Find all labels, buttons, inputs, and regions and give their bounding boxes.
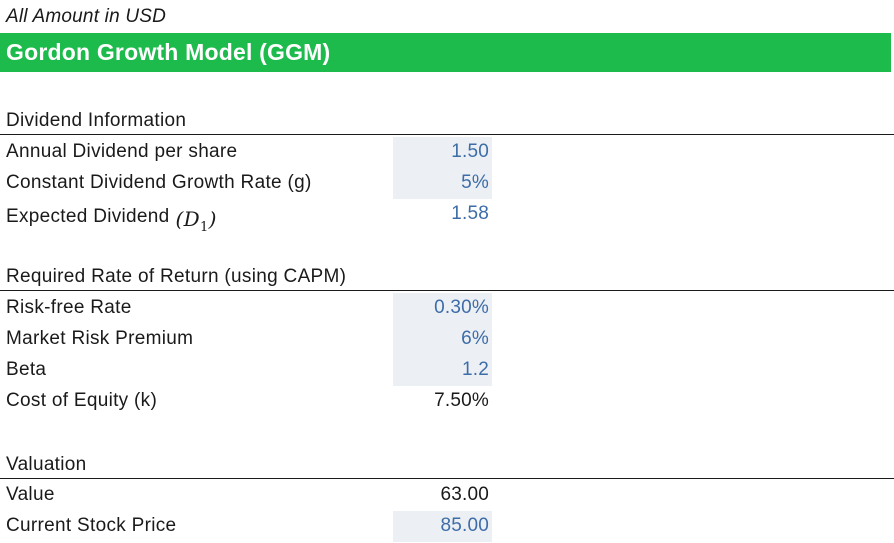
input-cell-annual-dividend[interactable]: 1.50 bbox=[393, 137, 492, 168]
cell-value: 0.30% bbox=[434, 297, 489, 318]
cell-value: 1.50 bbox=[451, 141, 489, 162]
cell-value: 63.00 bbox=[440, 484, 489, 505]
row-label: Cost of Equity (k) bbox=[6, 390, 158, 411]
section-heading-required-return: Required Rate of Return (using CAPM) bbox=[6, 266, 347, 287]
row-label: Annual Dividend per share bbox=[6, 141, 238, 162]
row-cost-of-equity: Cost of Equity (k) 7.50% bbox=[0, 386, 894, 417]
row-value: Value 63.00 bbox=[0, 480, 894, 511]
row-label: Risk-free Rate bbox=[6, 297, 132, 318]
row-label: Current Stock Price bbox=[6, 515, 177, 536]
math-open: ( bbox=[175, 207, 184, 231]
cell-value: 85.00 bbox=[440, 515, 489, 536]
row-growth-rate: Constant Dividend Growth Rate (g) 5% bbox=[0, 168, 894, 199]
row-risk-free-rate: Risk-free Rate 0.30% bbox=[0, 293, 894, 324]
row-label: Value bbox=[6, 484, 55, 505]
section-divider-valuation bbox=[0, 478, 894, 479]
row-expected-dividend: Expected Dividend (D1) 1.58 bbox=[0, 199, 894, 235]
row-annual-dividend: Annual Dividend per share 1.50 bbox=[0, 137, 894, 168]
row-label: Constant Dividend Growth Rate (g) bbox=[6, 172, 312, 193]
row-label: Market Risk Premium bbox=[6, 328, 194, 349]
row-current-stock-price: Current Stock Price 85.00 bbox=[0, 511, 894, 542]
row-beta: Beta 1.2 bbox=[0, 355, 894, 386]
section-divider-required-return bbox=[0, 290, 894, 291]
input-cell-risk-free-rate[interactable]: 0.30% bbox=[393, 293, 492, 324]
cell-value: 6% bbox=[461, 328, 489, 349]
calc-cell-cost-of-equity[interactable]: 7.50% bbox=[393, 386, 492, 417]
cell-value: 1.2 bbox=[461, 359, 489, 380]
input-cell-growth-rate[interactable]: 5% bbox=[393, 168, 492, 199]
section-heading-dividend: Dividend Information bbox=[6, 110, 187, 131]
cell-value: 1.58 bbox=[451, 203, 489, 224]
row-label-text: Expected Dividend bbox=[6, 206, 170, 227]
math-sub: 1 bbox=[199, 220, 209, 235]
cell-value: 5% bbox=[461, 172, 489, 193]
title-banner: Gordon Growth Model (GGM) bbox=[0, 33, 891, 72]
math-var: D bbox=[183, 207, 200, 231]
section-divider-dividend bbox=[0, 134, 894, 135]
calc-cell-value[interactable]: 63.00 bbox=[393, 480, 492, 511]
d1-formula: (D1) bbox=[175, 207, 217, 235]
input-cell-market-risk-premium[interactable]: 6% bbox=[393, 324, 492, 355]
input-cell-current-stock-price[interactable]: 85.00 bbox=[393, 511, 492, 542]
row-label: Expected Dividend (D1) bbox=[6, 203, 217, 235]
section-heading-valuation: Valuation bbox=[6, 454, 87, 475]
row-market-risk-premium: Market Risk Premium 6% bbox=[0, 324, 894, 355]
input-cell-beta[interactable]: 1.2 bbox=[393, 355, 492, 386]
row-label: Beta bbox=[6, 359, 47, 380]
math-close: ) bbox=[208, 207, 217, 231]
page-title: Gordon Growth Model (GGM) bbox=[6, 39, 331, 65]
currency-note: All Amount in USD bbox=[6, 6, 167, 27]
cell-value: 7.50% bbox=[434, 390, 489, 411]
output-cell-expected-dividend[interactable]: 1.58 bbox=[393, 199, 492, 230]
